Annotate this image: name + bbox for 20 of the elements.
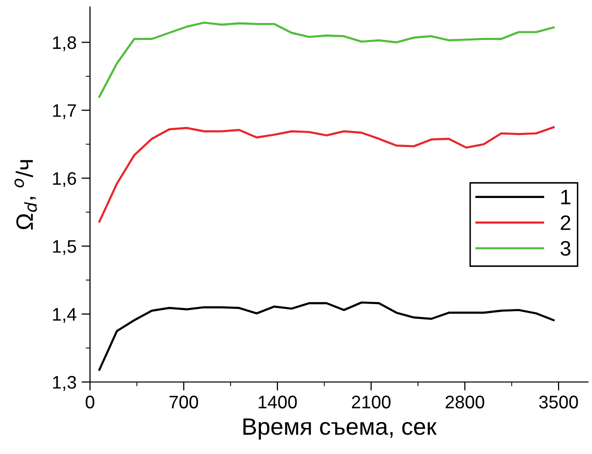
legend-label: 2 <box>560 215 570 230</box>
y-tick-label: 1,4 <box>53 308 76 323</box>
y-tick-label: 1,6 <box>53 172 76 188</box>
y-axis-title: Ω$_{d}$, $^{o}$/ч <box>14 160 37 230</box>
x-axis-title: Время съема, сек <box>243 418 437 440</box>
y-tick-label: 1,8 <box>53 36 76 52</box>
y-tick-label: 1,5 <box>53 240 76 255</box>
line-series <box>98 301 555 371</box>
legend-label: 1 <box>561 190 570 204</box>
x-tick-label: 3500 <box>539 396 578 408</box>
x-tick-label: 1400 <box>258 396 297 408</box>
line-series <box>98 126 555 223</box>
x-tick-label: 700 <box>170 396 198 408</box>
x-tick-label: 2800 <box>446 396 484 408</box>
y-tick-label: 1,7 <box>53 104 76 120</box>
line-series <box>98 22 555 98</box>
legend-label: 3 <box>560 241 570 256</box>
y-tick-label: 1,3 <box>53 376 76 391</box>
x-tick-label: 0 <box>86 396 94 408</box>
x-tick-label: 2100 <box>352 396 391 408</box>
